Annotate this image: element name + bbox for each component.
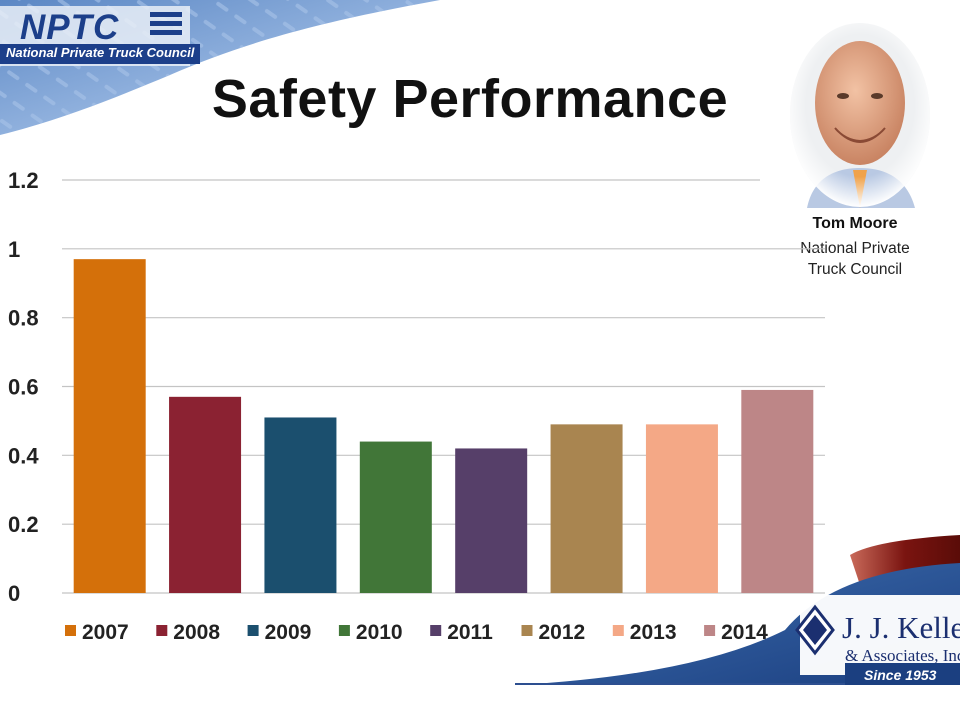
y-tick-label: 1 bbox=[8, 237, 20, 262]
jjk-since-label: Since 1953 bbox=[864, 667, 937, 683]
bar-2008 bbox=[169, 396, 242, 593]
legend-swatch-2009 bbox=[247, 625, 259, 636]
y-tick-label: 0 bbox=[8, 581, 20, 606]
bar-2011 bbox=[455, 448, 528, 593]
chart-y-axis: 0 0.2 0.4 0.6 0.8 1 1.2 bbox=[8, 168, 39, 606]
legend-label-2012: 2012 bbox=[539, 621, 586, 644]
legend-swatch-2008 bbox=[156, 625, 168, 636]
y-tick-label: 0.6 bbox=[8, 375, 39, 400]
legend-label-2013: 2013 bbox=[630, 621, 677, 644]
speaker-org-line-2: Truck Council bbox=[807, 261, 903, 278]
nptc-logo-subtitle: National Private Truck Council bbox=[6, 45, 195, 60]
speaker-photo bbox=[790, 23, 930, 208]
legend-swatch-2007 bbox=[65, 625, 76, 636]
legend-label-2014: 2014 bbox=[721, 621, 768, 644]
bar-2007 bbox=[73, 259, 146, 593]
chart-legend: 2007 2008 2009 2010 2011 2012 2013 2014 bbox=[65, 621, 768, 644]
legend-swatch-2013 bbox=[612, 625, 624, 636]
speaker-name: Tom Moore bbox=[812, 215, 898, 232]
bar-2010 bbox=[359, 441, 432, 593]
jjk-corner-graphic bbox=[515, 535, 960, 685]
nptc-logo-text: NPTC bbox=[20, 8, 120, 47]
chart-bars bbox=[73, 259, 814, 593]
legend-swatch-2012 bbox=[521, 625, 533, 636]
y-tick-label: 1.2 bbox=[8, 168, 39, 193]
legend-label-2009: 2009 bbox=[265, 621, 312, 644]
bar-2009 bbox=[264, 417, 337, 593]
bar-2012 bbox=[550, 424, 623, 593]
nptc-header-graphic bbox=[0, 0, 440, 135]
legend-swatch-2011 bbox=[430, 625, 442, 636]
y-tick-label: 0.4 bbox=[8, 443, 39, 468]
legend-label-2010: 2010 bbox=[356, 621, 403, 644]
speaker-organization: National Private Truck Council bbox=[780, 238, 930, 280]
legend-swatch-2010 bbox=[338, 625, 350, 636]
speaker-org-line-1: National Private bbox=[800, 240, 910, 257]
legend-label-2008: 2008 bbox=[173, 621, 220, 644]
jjk-logo-name: J. J. Keller bbox=[842, 610, 960, 645]
legend-label-2011: 2011 bbox=[447, 621, 493, 644]
bar-2013 bbox=[645, 424, 718, 593]
bar-2014 bbox=[741, 389, 814, 593]
legend-label-2007: 2007 bbox=[82, 621, 129, 644]
legend-swatch-2014 bbox=[704, 625, 716, 636]
jjk-logo-subtitle: & Associates, Inc. bbox=[845, 646, 960, 665]
y-tick-label: 0.2 bbox=[8, 512, 39, 537]
y-tick-label: 0.8 bbox=[8, 306, 39, 331]
page-title: Safety Performance bbox=[211, 69, 729, 129]
